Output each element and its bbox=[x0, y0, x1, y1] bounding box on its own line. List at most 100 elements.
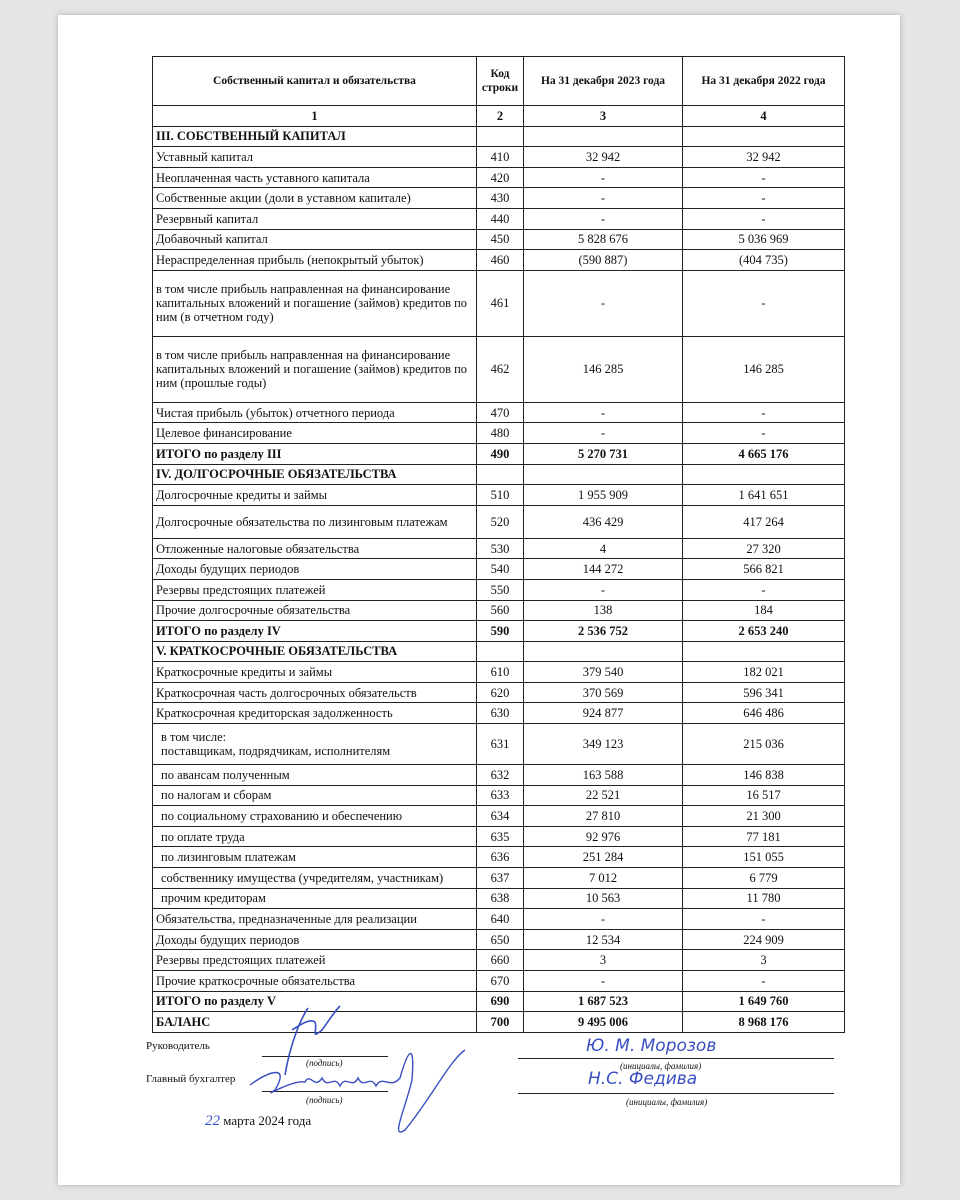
colnum-4: 4 bbox=[682, 105, 845, 127]
row-code: 640 bbox=[476, 908, 524, 930]
table-row: по социальному страхованию и обеспечению… bbox=[152, 805, 845, 827]
value-2023: 379 540 bbox=[523, 661, 683, 683]
value-2023: - bbox=[523, 187, 683, 209]
table-row: собственнику имущества (учредителям, уча… bbox=[152, 867, 845, 889]
head-signature-icon bbox=[284, 1005, 341, 1076]
value-2022: - bbox=[682, 578, 845, 601]
value-2022: 16 517 bbox=[682, 784, 845, 807]
value-2023: 349 123 bbox=[523, 723, 683, 766]
table-row: Обязательства, предназначенные для реали… bbox=[152, 908, 845, 930]
value-2023: 12 534 bbox=[523, 928, 683, 951]
header-item: Собственный капитал и обязательства bbox=[152, 56, 477, 106]
table-row: Краткосрочная кредиторская задолженность… bbox=[152, 702, 845, 725]
table-row: Долгосрочные кредиты и займы 510 1 955 909… bbox=[152, 484, 845, 506]
row-label: по лизинговым платежам bbox=[152, 846, 477, 869]
value-2022: 77 181 bbox=[682, 825, 845, 848]
head-signature-line bbox=[262, 1056, 388, 1057]
value-2022: 596 341 bbox=[682, 681, 845, 704]
row-label: Прочие долгосрочные обязательства bbox=[152, 599, 477, 622]
value-2023: 144 272 bbox=[523, 558, 683, 580]
value-2023: 10 563 bbox=[523, 887, 683, 910]
table-row: по налогам и сборам 633 22 521 16 517 bbox=[152, 784, 845, 807]
accountant-signature-caption: (подпись) bbox=[306, 1095, 343, 1105]
row-code: 638 bbox=[476, 887, 524, 910]
row-label: Краткосрочная часть долгосрочных обязате… bbox=[152, 681, 477, 704]
value-2023: - bbox=[523, 970, 683, 992]
row-label: по оплате труда bbox=[152, 825, 477, 848]
value-2023: - bbox=[523, 207, 683, 230]
head-label: Руководитель bbox=[146, 1040, 210, 1052]
value-2022: 5 036 969 bbox=[682, 228, 845, 251]
value-2023: 163 588 bbox=[523, 764, 683, 786]
row-code: 633 bbox=[476, 784, 524, 807]
value-2023: 4 bbox=[523, 537, 683, 560]
row-code: 660 bbox=[476, 949, 524, 971]
value-2023: 1 955 909 bbox=[523, 484, 683, 506]
value-2023: 138 bbox=[523, 599, 683, 622]
table-row: V. КРАТКОСРОЧНЫЕ ОБЯЗАТЕЛЬСТВА bbox=[152, 640, 845, 663]
value-2023: - bbox=[523, 269, 683, 337]
value-2023: 924 877 bbox=[523, 702, 683, 725]
table-row: Доходы будущих периодов 650 12 534 224 909 bbox=[152, 928, 845, 951]
table-row: Неоплаченная часть уставного капитала 420… bbox=[152, 166, 845, 189]
value-2023 bbox=[523, 463, 683, 486]
value-2023: 2 536 752 bbox=[523, 620, 683, 642]
row-code: 410 bbox=[476, 146, 524, 168]
value-2022: 4 665 176 bbox=[682, 442, 845, 465]
head-name-line bbox=[518, 1058, 834, 1059]
value-2022: 27 320 bbox=[682, 537, 845, 560]
row-label: в том числе: поставщикам, подрядчикам, и… bbox=[152, 723, 477, 766]
row-code: 635 bbox=[476, 825, 524, 848]
handwritten-signatures bbox=[249, 1005, 466, 1133]
value-2022: 1 641 651 bbox=[682, 484, 845, 506]
table-row: Уставный капитал 410 32 942 32 942 bbox=[152, 146, 845, 168]
accountant-name-handwritten: Н.С. Федива bbox=[588, 1069, 698, 1089]
row-label: Доходы будущих периодов bbox=[152, 558, 477, 580]
table-row: Целевое финансирование 480- - bbox=[152, 422, 845, 444]
value-2022: 184 bbox=[682, 599, 845, 622]
accountant-label: Главный бухгалтер bbox=[146, 1073, 236, 1085]
row-label: Собственные акции (доли в уставном капит… bbox=[152, 187, 477, 209]
row-label: Целевое финансирование bbox=[152, 422, 477, 444]
row-code: 632 bbox=[476, 764, 524, 786]
header-row: Собственный капитал и обязательства Код … bbox=[152, 56, 845, 106]
head-signature-caption: (подпись) bbox=[306, 1058, 343, 1068]
table-row: Чистая прибыль (убыток) отчетного период… bbox=[152, 401, 845, 424]
row-code: 636 bbox=[476, 846, 524, 869]
row-code: 430 bbox=[476, 187, 524, 209]
row-code: 634 bbox=[476, 805, 524, 827]
value-2022 bbox=[682, 463, 845, 486]
value-2023: 436 429 bbox=[523, 504, 683, 539]
row-code: 540 bbox=[476, 558, 524, 580]
value-2022: 2 653 240 bbox=[682, 620, 845, 642]
value-2023: 1 687 523 bbox=[523, 990, 683, 1013]
row-label: по налогам и сборам bbox=[152, 784, 477, 807]
row-label: III. СОБСТВЕННЫЙ КАПИТАЛ bbox=[152, 125, 477, 148]
value-2023: 5 270 731 bbox=[523, 442, 683, 465]
row-code: 630 bbox=[476, 702, 524, 725]
accountant-name-caption: (инициалы, фамилия) bbox=[626, 1097, 708, 1107]
value-2022: - bbox=[682, 166, 845, 189]
value-2023: 3 bbox=[523, 949, 683, 971]
row-label: в том числе прибыль направленная на фина… bbox=[152, 335, 477, 403]
table-row: Прочие краткосрочные обязательства 670- - bbox=[152, 970, 845, 992]
value-2023: - bbox=[523, 908, 683, 930]
row-label: Чистая прибыль (убыток) отчетного период… bbox=[152, 401, 477, 424]
row-label: прочим кредиторам bbox=[152, 887, 477, 910]
table-row: по лизинговым платежам 636 251 284 151 055 bbox=[152, 846, 845, 869]
value-2023: 27 810 bbox=[523, 805, 683, 827]
table-row: III. СОБСТВЕННЫЙ КАПИТАЛ bbox=[152, 125, 845, 148]
value-2022: 6 779 bbox=[682, 867, 845, 889]
row-code bbox=[476, 640, 524, 663]
row-code: 480 bbox=[476, 422, 524, 444]
table-row: по оплате труда 635 92 976 77 181 bbox=[152, 825, 845, 848]
row-code: 670 bbox=[476, 970, 524, 992]
table-row: Долгосрочные обязательства по лизинговым… bbox=[152, 504, 845, 539]
value-2022: - bbox=[682, 401, 845, 424]
row-code: 650 bbox=[476, 928, 524, 951]
row-label: V. КРАТКОСРОЧНЫЕ ОБЯЗАТЕЛЬСТВА bbox=[152, 640, 477, 663]
value-2022: 566 821 bbox=[682, 558, 845, 580]
colnum-2: 2 bbox=[476, 105, 524, 127]
table-row: Краткосрочная часть долгосрочных обязате… bbox=[152, 681, 845, 704]
head-name-caption: (инициалы, фамилия) bbox=[620, 1061, 702, 1071]
